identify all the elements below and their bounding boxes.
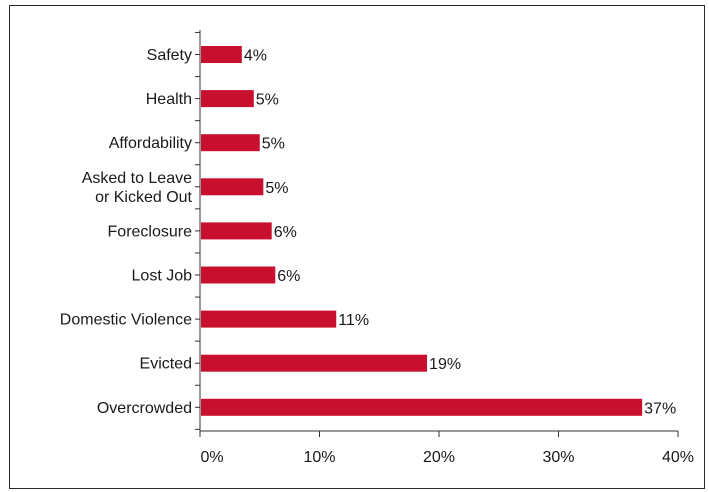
value-label: 5% bbox=[256, 92, 279, 109]
category-label-line: Asked to Leave bbox=[82, 170, 192, 187]
x-tick-label: 10% bbox=[303, 449, 335, 466]
value-label: 5% bbox=[262, 136, 285, 153]
bar bbox=[201, 310, 337, 328]
category-label-line: Evicted bbox=[140, 356, 192, 373]
category-label: Lost Job bbox=[132, 268, 193, 285]
bar bbox=[201, 266, 276, 284]
x-tick-label: 30% bbox=[542, 449, 574, 466]
category-label-line: Foreclosure bbox=[108, 223, 193, 240]
value-label: 37% bbox=[644, 400, 676, 417]
value-label: 11% bbox=[338, 312, 369, 329]
category-label: Asked to Leave or Kicked Out bbox=[82, 170, 193, 206]
value-label: 19% bbox=[429, 356, 461, 373]
category-label: Foreclosure bbox=[108, 223, 193, 240]
bar bbox=[201, 90, 254, 108]
value-label: 6% bbox=[277, 268, 300, 285]
bar bbox=[201, 354, 428, 372]
x-tick-label: 0% bbox=[200, 449, 223, 466]
value-label: 6% bbox=[274, 224, 297, 241]
category-label: Domestic Violence bbox=[60, 312, 192, 329]
bar bbox=[201, 222, 272, 240]
category-label-line: Domestic Violence bbox=[60, 312, 192, 329]
category-label-line: Lost Job bbox=[132, 268, 193, 285]
category-label-line: Safety bbox=[147, 47, 192, 64]
value-label: 5% bbox=[265, 180, 288, 197]
bar bbox=[201, 46, 242, 63]
category-label: Evicted bbox=[140, 356, 192, 373]
category-label-line: Overcrowded bbox=[97, 400, 192, 417]
value-label: 4% bbox=[244, 48, 267, 65]
x-tick-label: 20% bbox=[423, 449, 455, 466]
bar bbox=[201, 398, 643, 416]
category-label-line: Health bbox=[146, 91, 192, 108]
category-label: Overcrowded bbox=[97, 400, 192, 417]
x-tick-label: 40% bbox=[662, 449, 694, 466]
category-label: Affordability bbox=[109, 135, 192, 152]
category-label: Health bbox=[146, 91, 192, 108]
bar bbox=[201, 178, 264, 196]
category-label-line: Affordability bbox=[109, 135, 192, 152]
category-label-line: or Kicked Out bbox=[95, 189, 192, 206]
bar bbox=[201, 134, 260, 152]
category-label: Safety bbox=[147, 47, 192, 64]
